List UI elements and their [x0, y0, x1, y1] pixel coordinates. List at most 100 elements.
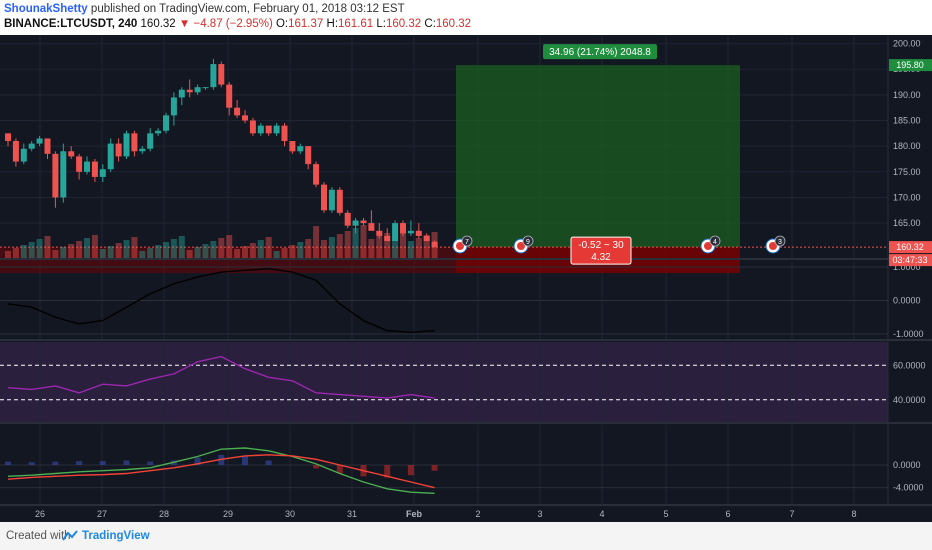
target-label: 34.96 (21.74%) 2048.8: [543, 44, 657, 60]
event-count-circle: [461, 235, 473, 247]
volume-bar: [107, 246, 114, 259]
time-tick-label: 5: [663, 509, 668, 519]
histogram-bar: [313, 465, 320, 469]
volume-bar: [163, 242, 169, 259]
chart-svg[interactable]: 200.00195.00190.00185.00180.00175.00170.…: [0, 35, 932, 522]
candle-body: [107, 143, 114, 170]
volume-bar: [242, 246, 248, 259]
volume-bar: [68, 244, 75, 259]
volume-bar: [178, 236, 185, 259]
candle-body: [139, 148, 146, 152]
candle-body: [265, 125, 272, 134]
volume-bar: [313, 226, 320, 259]
candle-body: [242, 115, 248, 121]
oscillator-line: [7, 267, 435, 334]
volume-bar: [423, 235, 430, 259]
brand-link[interactable]: TradingView: [82, 530, 150, 542]
volume-bar: [328, 237, 335, 259]
pane-tick-label: -1.0000: [893, 329, 924, 339]
candle-body: [376, 230, 383, 236]
volume-bar: [273, 251, 280, 259]
chart-area[interactable]: 200.00195.00190.00185.00180.00175.00170.…: [0, 35, 932, 522]
price-tick-label: 165.00: [893, 218, 921, 228]
open-label: O:: [275, 18, 289, 30]
volume-bar: [194, 247, 201, 259]
volume-bar: [218, 238, 225, 259]
footer: Created with TradingView: [0, 522, 932, 550]
candle-body: [76, 156, 83, 172]
histogram-bar: [28, 462, 35, 465]
histogram-bar: [384, 465, 391, 478]
candle-body: [257, 125, 264, 134]
published-text: published on TradingView.com, February 0…: [90, 3, 405, 15]
volume-bar: [265, 237, 272, 259]
candle-body: [407, 230, 414, 234]
event-count-circle: [522, 235, 534, 247]
author-link[interactable]: ShounakShetty: [4, 3, 88, 15]
histogram-bar: [99, 461, 106, 465]
histogram-bar: [242, 456, 248, 465]
volume-bar: [84, 238, 90, 259]
volume-bar: [352, 228, 359, 259]
volume-bar: [99, 249, 106, 259]
time-tick-label: 29: [223, 509, 233, 519]
histogram-bar: [76, 461, 83, 465]
target-price-tag-text: 195.80: [896, 60, 924, 70]
volume-bar: [407, 241, 414, 259]
time-tick-label: 26: [35, 509, 45, 519]
candle-body: [155, 130, 162, 134]
event-count: 4: [713, 239, 717, 246]
candle-body: [431, 241, 438, 248]
candle-body: [218, 64, 225, 85]
macd-line: [7, 447, 435, 495]
candle-body: [147, 133, 154, 149]
candle-body: [423, 235, 430, 242]
pane-tick-label: 1.0000: [893, 262, 921, 272]
candle-body: [392, 223, 399, 242]
signal-line: [7, 454, 435, 489]
volume-bar: [360, 225, 367, 259]
volume-bar: [336, 234, 343, 259]
candle-body: [273, 125, 280, 134]
stop-label-line1: -0.52 ~ 30: [578, 240, 624, 251]
event-count: 9: [526, 239, 530, 246]
event-flag-dot: [769, 242, 777, 250]
histogram-bar: [147, 461, 154, 465]
time-tick-label: 27: [97, 509, 107, 519]
high-label: H:: [326, 18, 339, 30]
candle-body: [44, 138, 51, 154]
candle-body: [289, 141, 296, 152]
volume-bar: [249, 243, 256, 259]
volume-bar: [186, 250, 193, 259]
volume-bar: [400, 227, 406, 259]
volume-bar: [202, 244, 209, 259]
volume-bar: [20, 245, 27, 259]
pane-tick-label: 0.0000: [893, 460, 921, 470]
time-tick-label: 28: [159, 509, 169, 519]
volume-bar: [210, 241, 217, 259]
indicator-panes: [0, 266, 888, 495]
histogram-bar: [194, 457, 201, 465]
histogram-bar: [265, 460, 272, 465]
histogram-bar: [5, 461, 11, 465]
target-price-tag: [889, 59, 932, 72]
time-tick-label: 2: [475, 509, 480, 519]
candle-body: [344, 212, 351, 226]
high-value: 161.61: [338, 18, 374, 30]
price-tick-label: 170.00: [893, 192, 921, 202]
candle-body: [313, 164, 320, 185]
event-count-circle: [774, 235, 786, 247]
event-badge: 9: [513, 235, 534, 254]
histogram-bar: [431, 465, 438, 471]
price-tick-label: 180.00: [893, 141, 921, 151]
volume-bar: [52, 250, 59, 259]
candle-body: [60, 151, 67, 198]
candle-body: [99, 169, 106, 177]
candle-body: [36, 138, 43, 144]
volume-bar: [76, 241, 83, 259]
pane-tick-label: 60.0000: [893, 360, 926, 370]
volume-bar: [234, 249, 241, 259]
labels-layer: 34.96 (21.74%) 2048.8 -0.52 ~ 304.32 195.8…: [452, 44, 932, 267]
countdown-tag: [889, 254, 932, 267]
candle-body: [210, 64, 217, 88]
